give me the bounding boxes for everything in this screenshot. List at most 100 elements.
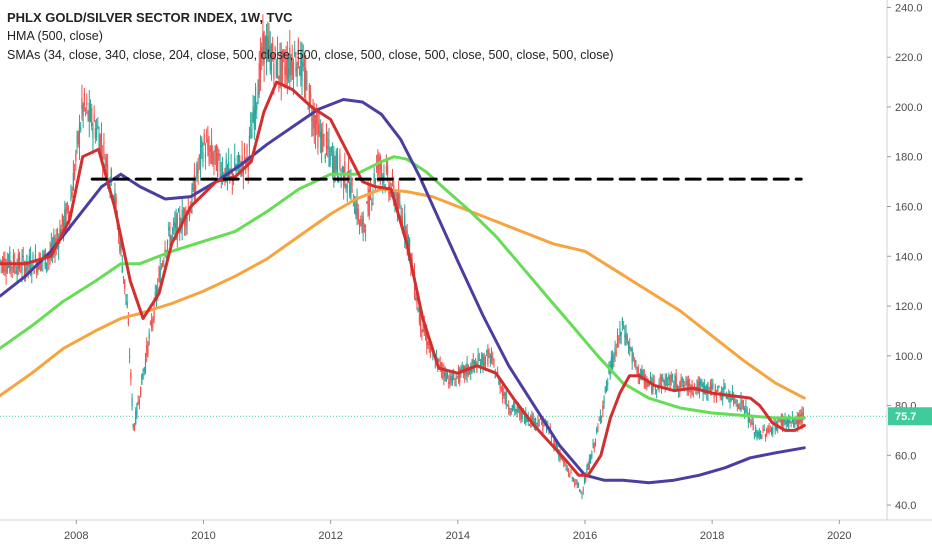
candle-body — [563, 460, 565, 463]
legend-hma: HMA (500, close) — [7, 29, 103, 43]
candle-body — [565, 467, 567, 470]
candle-body — [739, 408, 741, 410]
candle-body — [472, 359, 474, 364]
candle-body — [770, 427, 773, 435]
candle-body — [159, 267, 161, 285]
candle-body — [462, 365, 465, 372]
candle-body — [607, 382, 609, 385]
candle-body — [525, 413, 527, 424]
candle-body — [95, 128, 98, 138]
x-tick-label: 2018 — [700, 530, 724, 542]
candle-body — [290, 60, 292, 66]
candle-body — [305, 67, 307, 91]
candle-body — [107, 164, 109, 179]
candle-body — [646, 382, 648, 388]
candle-body — [331, 155, 334, 173]
candle-body — [237, 153, 240, 163]
candle-body — [147, 342, 149, 355]
candle-body — [289, 47, 291, 75]
candle-body — [93, 114, 95, 122]
candle-body — [342, 167, 345, 187]
candle-body — [383, 172, 385, 178]
candle-body — [802, 413, 804, 415]
candle-body — [779, 419, 781, 422]
candle-body — [144, 359, 147, 369]
candle-body — [31, 271, 33, 276]
candle-body — [252, 106, 254, 122]
candle-body — [517, 407, 520, 409]
candle-body — [737, 404, 740, 409]
sma204-line — [0, 155, 806, 420]
candle-body — [567, 470, 570, 474]
candle-body — [367, 193, 369, 212]
candle-body — [27, 263, 29, 267]
candle-body — [309, 93, 312, 98]
candle-body — [131, 397, 133, 407]
candle-body — [631, 348, 633, 363]
candle-body — [418, 314, 421, 323]
candle-body — [575, 479, 577, 481]
candle-body — [32, 254, 34, 260]
candle-body — [251, 128, 253, 139]
candle-body — [130, 371, 132, 380]
candle-body — [475, 360, 477, 365]
candle-body — [219, 161, 221, 172]
candle-body — [15, 270, 17, 274]
candle-body — [471, 366, 473, 374]
candle-body — [630, 350, 632, 352]
candle-body — [415, 298, 417, 300]
candle-body — [73, 169, 76, 177]
candle-body — [570, 471, 572, 474]
candle-body — [133, 426, 136, 430]
candle-body — [175, 218, 177, 231]
candle-body — [87, 111, 89, 120]
candle-body — [637, 367, 639, 377]
candle-body — [449, 372, 451, 387]
candle-body — [757, 432, 759, 439]
candle-body — [503, 392, 505, 396]
candle-body — [262, 32, 264, 55]
candle-body — [350, 178, 352, 199]
candle-body — [39, 257, 41, 271]
candle-body — [602, 405, 604, 411]
candle-body — [391, 176, 394, 178]
candle-body — [566, 468, 568, 470]
candle-body — [212, 152, 214, 164]
candle-body — [53, 236, 55, 248]
candle-body — [122, 276, 125, 279]
candle-body — [521, 408, 523, 420]
candle-body — [206, 139, 208, 141]
chart-title: PHLX GOLD/SILVER SECTOR INDEX, 1W, TVC — [7, 10, 293, 25]
candle-body — [105, 158, 107, 167]
candle-body — [741, 400, 743, 404]
candle-body — [601, 415, 603, 419]
candle-body — [648, 383, 650, 386]
candle-body — [215, 146, 218, 171]
candle-body — [438, 358, 440, 360]
candle-body — [635, 360, 637, 368]
candle-body — [444, 367, 446, 377]
candle-body — [794, 423, 796, 426]
candle-body — [56, 238, 59, 241]
candle-body — [723, 386, 725, 395]
candle-body — [213, 158, 215, 161]
candle-body — [302, 62, 304, 67]
candle-body — [210, 141, 213, 158]
candle-body — [137, 401, 139, 405]
candle-body — [347, 165, 350, 173]
candle-body — [769, 430, 771, 432]
sma34-line — [0, 80, 806, 477]
candle-body — [228, 161, 230, 178]
candle-body — [797, 414, 800, 425]
candle-body — [706, 385, 708, 394]
y-tick-label: 140.0 — [895, 251, 923, 263]
candle-body — [758, 432, 760, 436]
candle-body — [325, 133, 328, 144]
candle-body — [698, 381, 701, 394]
candle-body — [421, 329, 423, 333]
candle-body — [9, 251, 11, 272]
candle-body — [132, 424, 134, 428]
candle-body — [294, 52, 296, 57]
